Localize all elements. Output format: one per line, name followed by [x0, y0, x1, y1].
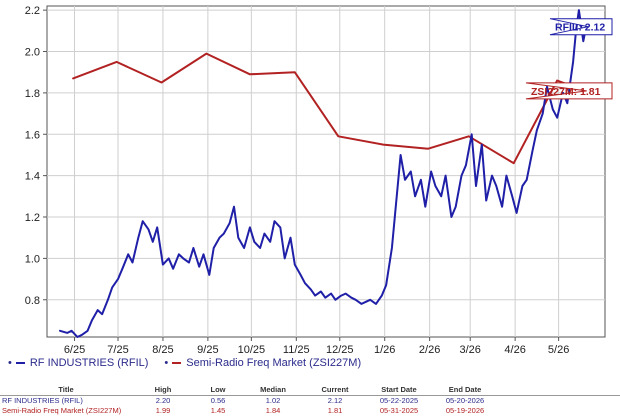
- cell-end-date: 05-20-2026: [445, 396, 485, 405]
- end-value-labels: RFIL: 2.12 ZSI227M: 1.81: [525, 18, 613, 100]
- header-title: Title: [58, 385, 74, 394]
- end-label-tag-0: RFIL: 2.12: [549, 18, 613, 36]
- header-start-date: Start Date: [381, 385, 417, 394]
- x-tick-label: 7/25: [107, 344, 128, 355]
- cell-current: 1.81: [327, 406, 343, 415]
- series-lines: [59, 9, 588, 338]
- header-high: High: [154, 385, 172, 394]
- legend: • RF INDUSTRIES (RFIL) • Semi-Radio Freq…: [8, 355, 612, 371]
- cell-filler: [498, 406, 620, 416]
- line-chart: 2.2 2.0 1.8 1.6 1.4 1.2 1.0 0.8 6/25 7/25 8/25 9/2…: [24, 5, 613, 355]
- legend-label-zsi227m: Semi-Radio Freq Market (ZSI227M): [186, 357, 362, 369]
- plot-frame: [46, 5, 606, 338]
- legend-item-rfil: • RF INDUSTRIES (RFIL): [8, 357, 148, 369]
- y-tick-label: 2.0: [25, 47, 40, 59]
- cell-low: 1.45: [210, 406, 226, 415]
- y-tick-label: 1.8: [25, 88, 40, 100]
- legend-swatch-zsi227m: [172, 362, 182, 364]
- cell-low: 0.56: [210, 396, 226, 405]
- end-label-box: [525, 82, 613, 100]
- y-tick-label: 1.6: [25, 129, 40, 141]
- header-low: Low: [210, 385, 226, 394]
- x-tick-label: 8/25: [152, 344, 173, 355]
- plot-area: [46, 5, 606, 338]
- series-line-1: [72, 52, 586, 165]
- x-tick-label: 10/25: [238, 344, 266, 355]
- cell-title: Semi-Radio Freq Market (ZSI227M): [2, 406, 122, 415]
- end-label-box: [549, 18, 613, 36]
- x-tick-label: 1/26: [374, 344, 395, 355]
- cell-start-date: 05-22-2025: [379, 396, 419, 405]
- table-row: RF INDUSTRIES (RFIL) 2.20 0.56 1.02 2.12…: [0, 396, 620, 407]
- y-axis-ticks: 2.2 2.0 1.8 1.6 1.4 1.2 1.0 0.8: [25, 5, 47, 307]
- end-label-text: RFIL: 2.12: [555, 22, 605, 34]
- cell-end-date: 05-19-2026: [445, 406, 485, 415]
- x-tick-label: 11/25: [283, 344, 310, 355]
- cell-median: 1.02: [265, 396, 281, 405]
- cell-title: RF INDUSTRIES (RFIL): [2, 396, 83, 405]
- legend-item-zsi227m: • Semi-Radio Freq Market (ZSI227M): [164, 357, 361, 369]
- y-tick-label: 2.2: [25, 5, 40, 17]
- x-tick-label: 5/26: [548, 344, 569, 355]
- y-tick-label: 1.2: [25, 212, 40, 224]
- y-tick-label: 1.4: [25, 171, 40, 183]
- header-filler: [498, 385, 620, 396]
- cell-current: 2.12: [327, 396, 343, 405]
- x-axis-ticks: 6/25 7/25 8/25 9/25 10/25 11/25 12/25 1/26 2/26 3…: [64, 337, 569, 355]
- header-median: Median: [260, 385, 286, 394]
- cell-start-date: 05-31-2025: [379, 406, 419, 415]
- x-tick-label: 6/25: [64, 344, 85, 355]
- x-tick-label: 12/25: [326, 344, 354, 355]
- series-line-0: [59, 9, 588, 338]
- end-label-text: ZSI227M: 1.81: [531, 86, 601, 98]
- summary-header-row: Title High Low Median Current Start Date…: [0, 385, 620, 396]
- legend-bullet-icon: •: [8, 357, 12, 369]
- y-tick-label: 1.0: [25, 253, 40, 265]
- summary-table: Title High Low Median Current Start Date…: [0, 385, 620, 416]
- x-tick-label: 9/25: [197, 344, 218, 355]
- header-current: Current: [321, 385, 349, 394]
- end-label-tag-1: ZSI227M: 1.81: [525, 82, 613, 100]
- cell-high: 2.20: [155, 396, 171, 405]
- x-tick-label: 2/26: [419, 344, 440, 355]
- header-end-date: End Date: [448, 385, 482, 394]
- x-tick-label: 3/26: [459, 344, 480, 355]
- table-row: Semi-Radio Freq Market (ZSI227M) 1.99 1.…: [0, 406, 620, 416]
- cell-high: 1.99: [155, 406, 171, 415]
- legend-bullet-icon: •: [164, 357, 169, 369]
- x-tick-label: 4/26: [504, 344, 525, 355]
- legend-label-rfil: RF INDUSTRIES (RFIL): [29, 357, 149, 369]
- y-tick-label: 0.8: [25, 295, 40, 307]
- cell-filler: [498, 396, 620, 407]
- cell-median: 1.84: [265, 406, 281, 415]
- gridlines: [47, 6, 605, 337]
- legend-swatch-rfil: [15, 362, 25, 364]
